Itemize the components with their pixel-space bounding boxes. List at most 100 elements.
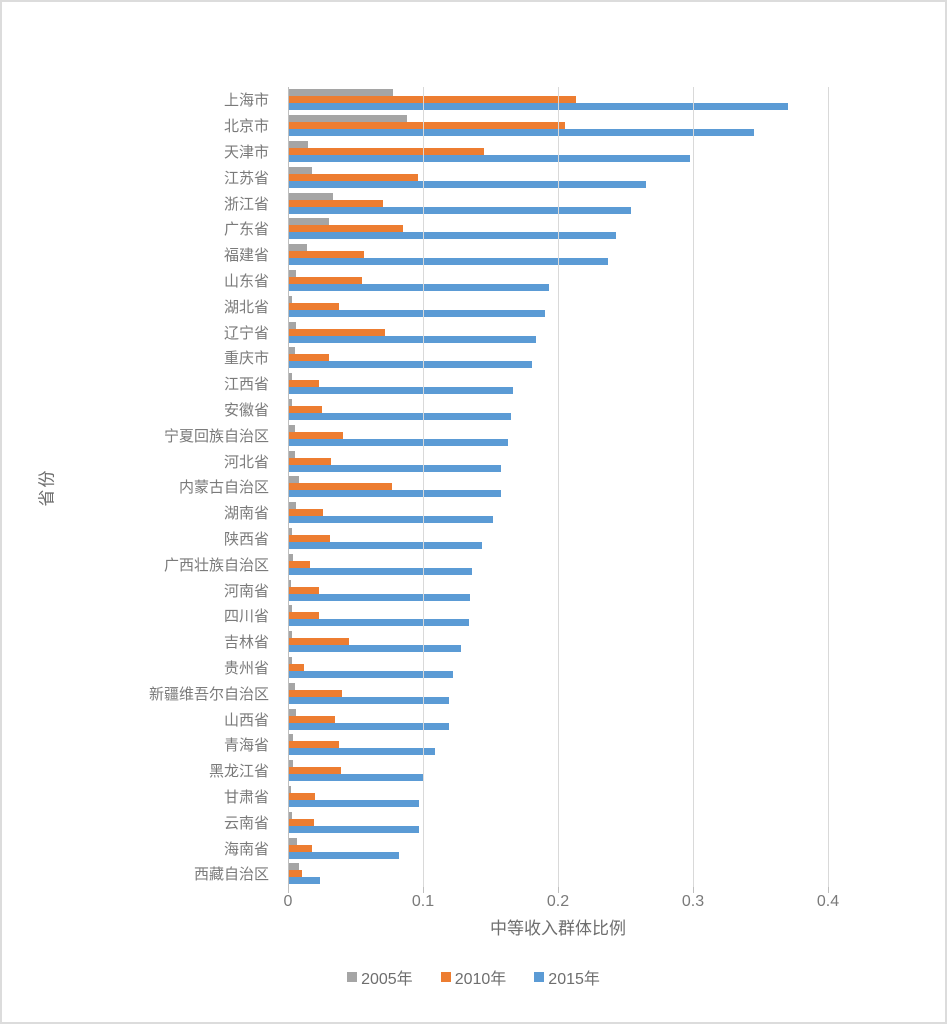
bar-2015年 <box>288 645 461 653</box>
bar-2015年 <box>288 799 419 807</box>
bar-2010年 <box>288 354 329 362</box>
axis-tick <box>423 887 424 893</box>
bar-2010年 <box>288 276 363 284</box>
bar-group <box>288 164 828 190</box>
bar-2010年 <box>288 483 392 491</box>
bar-group <box>288 500 828 526</box>
category-label: 新疆维吾尔自治区 <box>148 685 269 703</box>
bar-2010年 <box>288 122 565 130</box>
bar-2010年 <box>288 534 330 542</box>
bar-2015年 <box>288 335 537 343</box>
bar-2010年 <box>288 638 349 646</box>
bar-2010年 <box>288 225 403 233</box>
axis-tick <box>828 887 829 893</box>
bar-2010年 <box>288 663 305 671</box>
bar-group <box>288 861 828 887</box>
bar-2005年 <box>288 837 298 845</box>
bar-group <box>288 448 828 474</box>
bar-2015年 <box>288 541 483 549</box>
bar-2005年 <box>288 192 333 200</box>
bar-2010年 <box>288 689 342 697</box>
category-label: 安徽省 <box>223 401 269 419</box>
bar-2005年 <box>288 605 293 613</box>
gridline <box>828 87 829 887</box>
legend-marker-2005-icon <box>347 972 358 982</box>
bar-group <box>288 680 828 706</box>
bar-2010年 <box>288 147 484 155</box>
bar-2005年 <box>288 295 293 303</box>
bar-group <box>288 551 828 577</box>
category-label: 山东省 <box>223 272 269 290</box>
legend-label-2015: 2015年 <box>548 971 600 988</box>
bar-2010年 <box>288 251 364 259</box>
axis-tick <box>558 887 559 893</box>
bar-2010年 <box>288 431 344 439</box>
bar-2015年 <box>288 722 449 730</box>
bar-2015年 <box>288 232 617 240</box>
bar-2005年 <box>288 553 294 561</box>
bar-2005年 <box>288 863 299 871</box>
bar-2010年 <box>288 405 322 413</box>
bar-2015年 <box>288 748 436 756</box>
bar-2010年 <box>288 844 313 852</box>
x-tick-label: 0.3 <box>681 893 705 910</box>
bar-2010年 <box>288 715 336 723</box>
bar-2010年 <box>288 457 332 465</box>
bar-2005年 <box>288 347 295 355</box>
category-label: 广西壮族自治区 <box>163 556 269 574</box>
legend: 2005年 2010年 2015年 <box>2 965 945 989</box>
bar-2005年 <box>288 373 293 381</box>
bar-2005年 <box>288 656 293 664</box>
bar-2010年 <box>288 792 315 800</box>
axis-tick <box>693 887 694 893</box>
bar-2010年 <box>288 741 340 749</box>
bar-2015年 <box>288 516 494 524</box>
bar-2010年 <box>288 870 302 878</box>
bar-2015年 <box>288 567 472 575</box>
category-label: 海南省 <box>223 840 269 858</box>
bar-group <box>288 319 828 345</box>
bar-2015年 <box>288 283 549 291</box>
bar-group <box>288 758 828 784</box>
category-label: 浙江省 <box>223 195 269 213</box>
category-label: 甘肃省 <box>223 788 269 806</box>
bar-2005年 <box>288 527 293 535</box>
bar-group <box>288 422 828 448</box>
category-label: 黑龙江省 <box>208 763 269 781</box>
bar-group <box>288 113 828 139</box>
category-label: 青海省 <box>223 737 269 755</box>
bar-2010年 <box>288 199 383 207</box>
bar-group <box>288 835 828 861</box>
category-label: 云南省 <box>223 814 269 832</box>
bar-group <box>288 216 828 242</box>
category-label: 宁夏回族自治区 <box>163 427 269 445</box>
bar-2015年 <box>288 361 533 369</box>
bar-2005年 <box>288 115 407 123</box>
bar-2005年 <box>288 398 293 406</box>
x-tick-label: 0.2 <box>546 893 570 910</box>
category-label: 广东省 <box>223 221 269 239</box>
bar-2010年 <box>288 173 418 181</box>
bar-group <box>288 87 828 113</box>
x-axis-title: 中等收入群体比例 <box>490 919 626 938</box>
bar-group <box>288 268 828 294</box>
bar-2010年 <box>288 612 320 620</box>
bar-2015年 <box>288 387 514 395</box>
bar-2015年 <box>288 670 453 678</box>
bar-2005年 <box>288 218 329 226</box>
bar-group <box>288 474 828 500</box>
bar-group <box>288 784 828 810</box>
category-label: 贵州省 <box>223 659 269 677</box>
legend-item-2015: 2015年 <box>534 965 600 989</box>
bar-2010年 <box>288 818 314 826</box>
bar-group <box>288 242 828 268</box>
bar-2010年 <box>288 560 310 568</box>
category-label: 湖北省 <box>223 298 269 316</box>
bar-2010年 <box>288 96 576 104</box>
category-label: 江西省 <box>223 376 269 394</box>
bar-2015年 <box>288 129 754 137</box>
bar-2010年 <box>288 328 386 336</box>
category-label: 吉林省 <box>223 634 269 652</box>
x-tick-label: 0 <box>283 893 293 910</box>
category-label: 内蒙古自治区 <box>178 479 269 497</box>
